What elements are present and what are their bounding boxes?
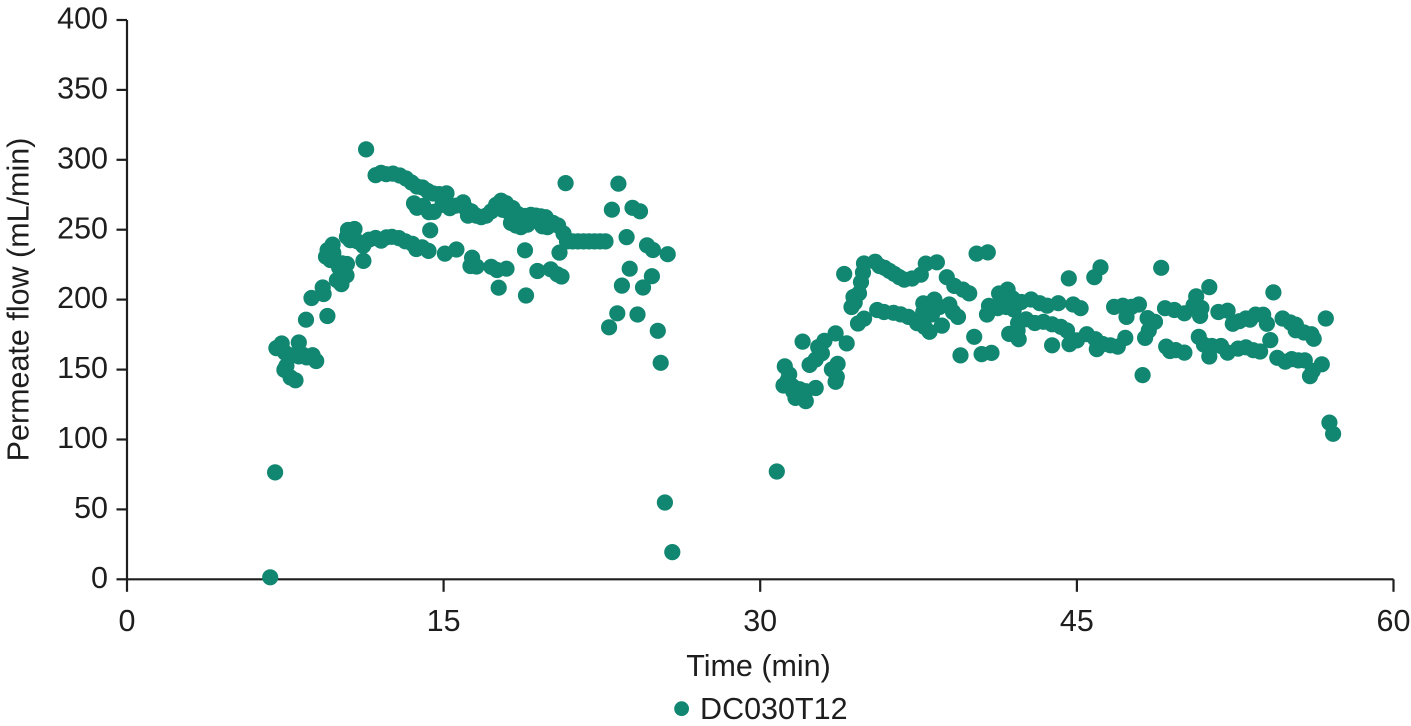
svg-text:400: 400 [57, 2, 108, 36]
svg-text:0: 0 [119, 604, 136, 638]
svg-text:15: 15 [427, 604, 461, 638]
svg-text:100: 100 [57, 421, 108, 455]
svg-text:30: 30 [743, 604, 777, 638]
svg-text:Time (min): Time (min) [686, 649, 831, 683]
svg-text:60: 60 [1377, 604, 1411, 638]
svg-text:45: 45 [1060, 604, 1094, 638]
svg-text:50: 50 [74, 491, 108, 525]
svg-text:300: 300 [57, 141, 108, 175]
svg-text:0: 0 [91, 561, 108, 595]
svg-text:DC030T12: DC030T12 [700, 692, 848, 726]
svg-text:150: 150 [57, 351, 108, 385]
svg-text:200: 200 [57, 281, 108, 315]
svg-text:250: 250 [57, 211, 108, 245]
svg-text:350: 350 [57, 72, 108, 106]
svg-text:Permeate flow (mL/min): Permeate flow (mL/min) [2, 138, 36, 462]
